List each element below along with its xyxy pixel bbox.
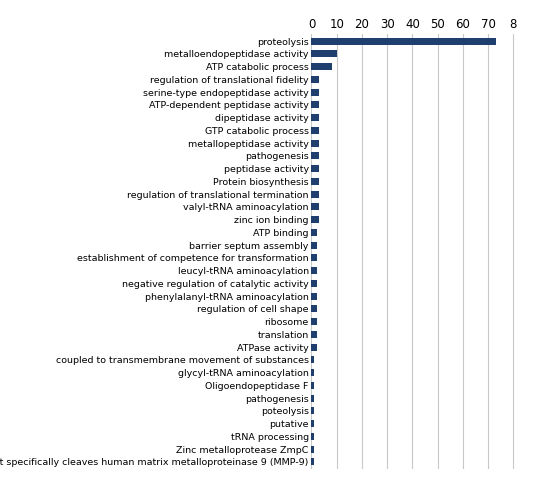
- Bar: [311, 369, 314, 376]
- Bar: [311, 102, 319, 108]
- Bar: [311, 114, 319, 121]
- Bar: [311, 152, 319, 160]
- Bar: [311, 267, 316, 274]
- Bar: [311, 331, 316, 338]
- Bar: [311, 89, 319, 96]
- Bar: [311, 356, 314, 363]
- Bar: [311, 229, 316, 236]
- Bar: [311, 395, 314, 401]
- Bar: [311, 280, 316, 287]
- Bar: [311, 445, 314, 453]
- Bar: [311, 318, 316, 325]
- Bar: [311, 216, 319, 223]
- Bar: [311, 50, 337, 57]
- Bar: [311, 293, 316, 299]
- Bar: [311, 127, 319, 134]
- Bar: [311, 433, 314, 440]
- Bar: [311, 76, 319, 83]
- Bar: [311, 178, 319, 185]
- Bar: [311, 305, 316, 312]
- Bar: [311, 140, 319, 147]
- Bar: [311, 165, 319, 172]
- Bar: [311, 343, 316, 351]
- Bar: [311, 204, 319, 210]
- Bar: [311, 191, 319, 198]
- Bar: [311, 63, 332, 70]
- Bar: [311, 382, 314, 389]
- Bar: [311, 241, 316, 249]
- Bar: [311, 458, 314, 465]
- Bar: [311, 254, 316, 262]
- Bar: [311, 38, 496, 45]
- Bar: [311, 420, 314, 427]
- Bar: [311, 407, 314, 414]
